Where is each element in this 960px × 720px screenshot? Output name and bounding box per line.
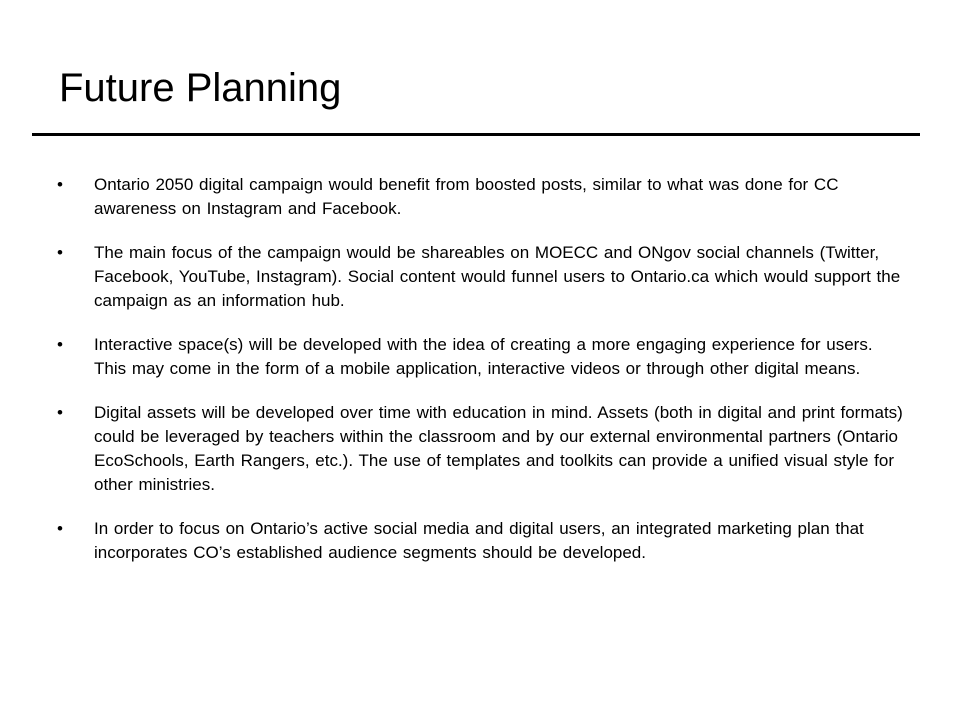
bullet-text: Interactive space(s) will be developed w…: [94, 335, 873, 378]
bullet-item: • The main focus of the campaign would b…: [0, 241, 960, 313]
bullet-item: • In order to focus on Ontario’s active …: [0, 517, 960, 565]
bullet-icon: •: [57, 403, 63, 422]
bullet-list: • Ontario 2050 digital campaign would be…: [0, 173, 960, 585]
slide-title: Future Planning: [59, 66, 342, 110]
bullet-icon: •: [57, 335, 63, 354]
bullet-text: The main focus of the campaign would be …: [94, 243, 901, 310]
bullet-icon: •: [57, 243, 63, 262]
bullet-text: Digital assets will be developed over ti…: [94, 403, 903, 494]
bullet-text: In order to focus on Ontario’s active so…: [94, 519, 864, 562]
bullet-item: • Interactive space(s) will be developed…: [0, 333, 960, 381]
bullet-icon: •: [57, 519, 63, 538]
bullet-item: • Ontario 2050 digital campaign would be…: [0, 173, 960, 221]
title-divider: [32, 133, 920, 136]
bullet-text: Ontario 2050 digital campaign would bene…: [94, 175, 839, 218]
bullet-icon: •: [57, 175, 63, 194]
bullet-item: • Digital assets will be developed over …: [0, 401, 960, 497]
